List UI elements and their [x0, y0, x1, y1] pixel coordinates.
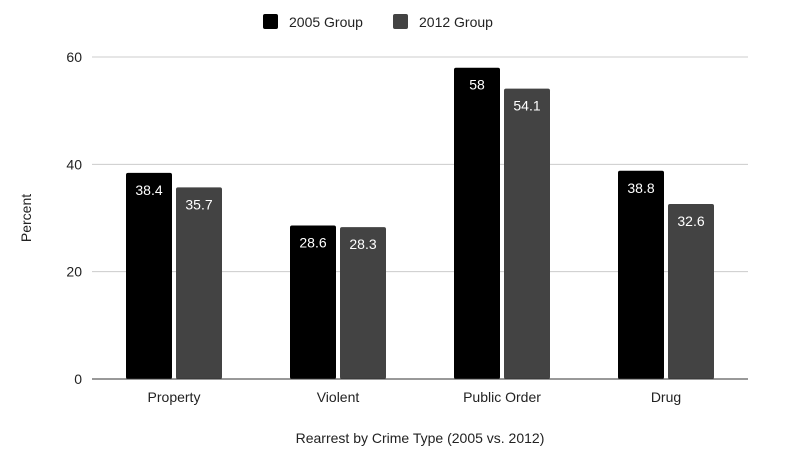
data-label-2005-group-drug: 38.8	[627, 180, 654, 196]
data-label-2012-group-drug: 32.6	[677, 213, 704, 229]
x-tick-label-violent: Violent	[317, 389, 360, 405]
y-tick-label-0: 0	[74, 371, 82, 387]
bar-2005-group-drug	[618, 170, 664, 379]
x-axis-title: Rearrest by Crime Type (2005 vs. 2012)	[296, 430, 545, 446]
bar-2005-group-violent	[290, 225, 336, 379]
bar-2012-group-violent	[340, 227, 386, 379]
legend: 2005 Group 2012 Group	[263, 14, 493, 30]
data-label-2012-group-property: 35.7	[185, 196, 212, 212]
legend-label-2005-group: 2005 Group	[289, 14, 363, 30]
y-axis-title: Percent	[18, 194, 34, 242]
x-axis-tick-labels: Property Violent Public Order Drug	[148, 389, 682, 405]
data-label-2005-group-public-order: 58	[469, 77, 485, 93]
bar-2005-group-public-order	[454, 67, 500, 379]
legend-swatch-2012-group	[393, 14, 408, 29]
bar-2012-group-public-order	[504, 88, 550, 379]
legend-label-2012-group: 2012 Group	[419, 14, 493, 30]
data-label-2005-group-property: 38.4	[135, 182, 162, 198]
bar-2012-group-drug	[668, 204, 714, 379]
y-axis-tick-labels: 0 20 40 60	[66, 49, 82, 387]
bars	[126, 67, 714, 379]
x-tick-label-public-order: Public Order	[463, 389, 541, 405]
data-label-2012-group-public-order: 54.1	[513, 98, 540, 114]
x-tick-label-drug: Drug	[651, 389, 681, 405]
bar-2005-group-property	[126, 172, 172, 379]
bar-data-labels: 38.4 35.7 28.6 28.3 58 54.1 38.8 32.6	[135, 77, 704, 252]
y-tick-label-20: 20	[66, 264, 82, 280]
legend-swatch-2005-group	[263, 14, 278, 29]
data-label-2005-group-violent: 28.6	[299, 235, 326, 251]
y-tick-label-40: 40	[66, 156, 82, 172]
x-tick-label-property: Property	[148, 389, 201, 405]
data-label-2012-group-violent: 28.3	[349, 236, 376, 252]
bar-2012-group-property	[176, 187, 222, 379]
y-tick-label-60: 60	[66, 49, 82, 65]
